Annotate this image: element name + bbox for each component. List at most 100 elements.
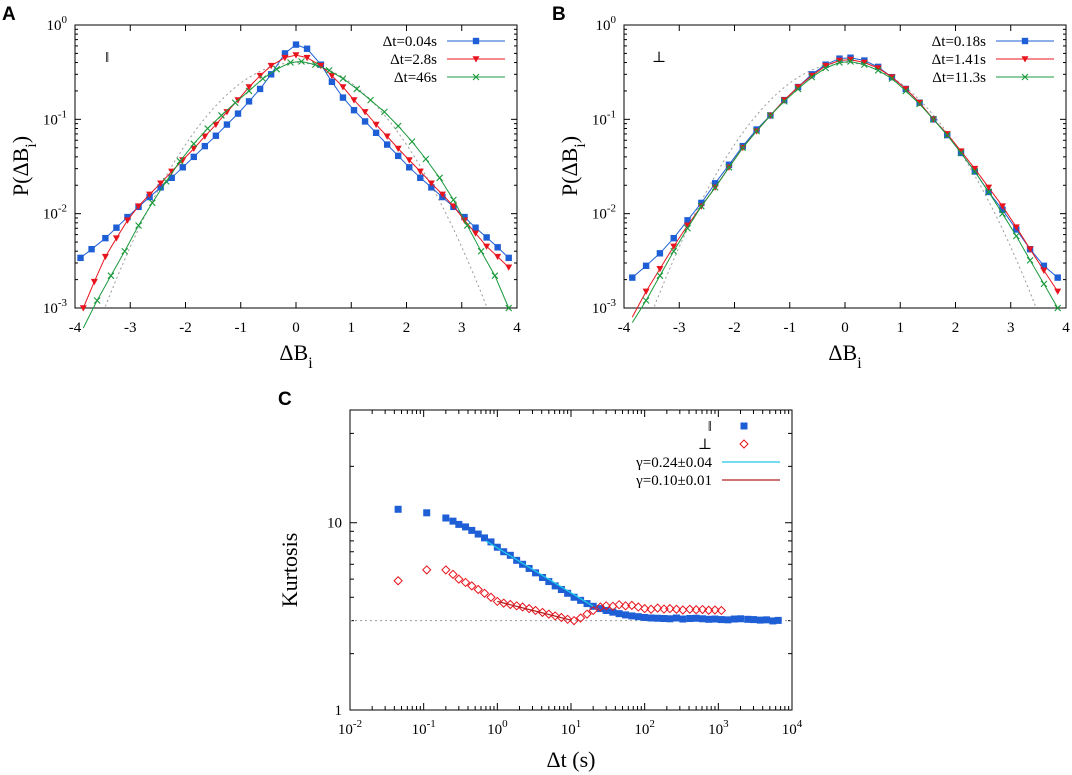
data-point: [474, 530, 482, 538]
data-point: [684, 224, 691, 232]
data-point: [460, 577, 471, 588]
data-point: [756, 616, 764, 624]
x-tick-label: 2: [403, 320, 411, 336]
series-line: [82, 54, 510, 309]
series-line: [631, 60, 1059, 323]
legend-label: γ=0.24±0.04: [635, 455, 712, 471]
data-point: [999, 210, 1006, 218]
data-point: [93, 297, 101, 304]
legend-label: Δt=0.18s: [932, 34, 987, 50]
data-point: [416, 168, 424, 175]
data-point: [569, 615, 579, 626]
data-point: [422, 565, 432, 575]
panel-c: C 10-2 10-1 100 101 102 103 104 1 10 ‖ ⊥ γ=0.24±0.…: [277, 389, 803, 772]
data-point: [79, 305, 87, 312]
data-point: [190, 153, 197, 161]
data-point: [684, 222, 692, 229]
legend-marker: [1021, 56, 1029, 63]
data-point: [1054, 274, 1061, 281]
data-point: [639, 603, 650, 614]
data-point: [381, 108, 388, 116]
panel-a-legend: Δt=0.04s Δt=2.8s Δt=46s: [383, 34, 505, 86]
data-point: [671, 604, 682, 614]
data-point: [532, 569, 540, 577]
panel-b-annotation: ⊥: [652, 50, 666, 66]
series-blue: [394, 505, 782, 625]
data-point: [361, 109, 369, 116]
data-point: [218, 112, 225, 119]
data-point: [656, 250, 664, 257]
data-point: [1040, 280, 1048, 288]
x-tick-label: 2: [952, 320, 960, 336]
data-point: [112, 235, 120, 242]
data-point: [367, 96, 374, 104]
data-point: [525, 564, 533, 572]
data-point: [487, 538, 495, 546]
data-point: [438, 191, 446, 198]
data-point: [836, 59, 843, 66]
data-point: [660, 615, 668, 623]
data-point: [749, 616, 757, 624]
data-point: [1054, 304, 1062, 312]
data-point: [692, 614, 700, 622]
data-point: [350, 97, 358, 104]
data-point: [808, 72, 816, 80]
data-point: [462, 523, 470, 531]
data-point: [629, 274, 636, 281]
data-point: [570, 593, 578, 601]
data-point: [273, 65, 281, 73]
data-point: [916, 100, 923, 108]
data-point: [121, 247, 129, 255]
data-point: [957, 149, 965, 157]
data-point: [422, 155, 430, 163]
x-tick-label: 103: [708, 718, 729, 738]
data-point: [201, 133, 209, 140]
data-point: [267, 62, 275, 70]
x-tick-label: -2: [728, 320, 741, 336]
x-tick-label: -2: [179, 320, 192, 336]
data-point: [769, 617, 777, 625]
data-point: [157, 180, 165, 187]
panel-b-ticks: -4 -3 -2 -1 0 1 2 3 4 100 10-1 10-2 10-3: [592, 14, 1070, 336]
data-point: [1026, 256, 1034, 264]
data-point: [212, 132, 220, 139]
fit-line-darkred: [497, 600, 572, 621]
x-tick-label: 10-2: [338, 718, 362, 738]
series-blue: [77, 41, 512, 262]
panel-a-y-axis-label: P(ΔBi): [8, 136, 40, 196]
data-point: [698, 199, 705, 207]
data-point: [642, 288, 650, 295]
data-point: [860, 59, 868, 67]
data-point: [461, 213, 468, 221]
data-point: [835, 57, 843, 65]
panel-c-frame: [349, 409, 793, 711]
x-tick-label: -3: [673, 320, 686, 336]
data-point: [614, 599, 624, 610]
data-point: [383, 141, 391, 148]
legend-marker: [1021, 37, 1029, 45]
panel-c-legend: ‖ ⊥ γ=0.24±0.04 γ=0.10±0.01: [635, 419, 780, 489]
data-point: [1040, 267, 1048, 274]
series-blue: [629, 54, 1061, 281]
series-line: [82, 60, 510, 329]
x-tick-label: 4: [1062, 320, 1070, 336]
data-point: [467, 581, 477, 591]
panel-c-y-axis-label: Kurtosis: [277, 533, 302, 608]
data-point: [328, 72, 336, 80]
data-point: [383, 133, 391, 140]
data-point: [556, 612, 567, 623]
data-point: [710, 605, 720, 615]
legend-label: γ=0.10±0.01: [635, 473, 712, 489]
data-point: [201, 142, 209, 150]
panel-b: B -4 -3 -2 -1 0 1 2 3 4 100 10-1 10-2 10-3 ⊥ Δt=0.18…: [552, 4, 1070, 372]
x-tick-label: 4: [513, 320, 521, 336]
data-point: [450, 196, 457, 204]
data-point: [372, 129, 380, 136]
data-point: [519, 560, 527, 568]
data-point: [691, 605, 701, 615]
data-point: [697, 604, 708, 615]
y-tick-label: 10-2: [43, 203, 67, 223]
data-point: [860, 61, 868, 69]
panel-a-frame: [74, 24, 518, 309]
legend-marker: [472, 56, 480, 63]
